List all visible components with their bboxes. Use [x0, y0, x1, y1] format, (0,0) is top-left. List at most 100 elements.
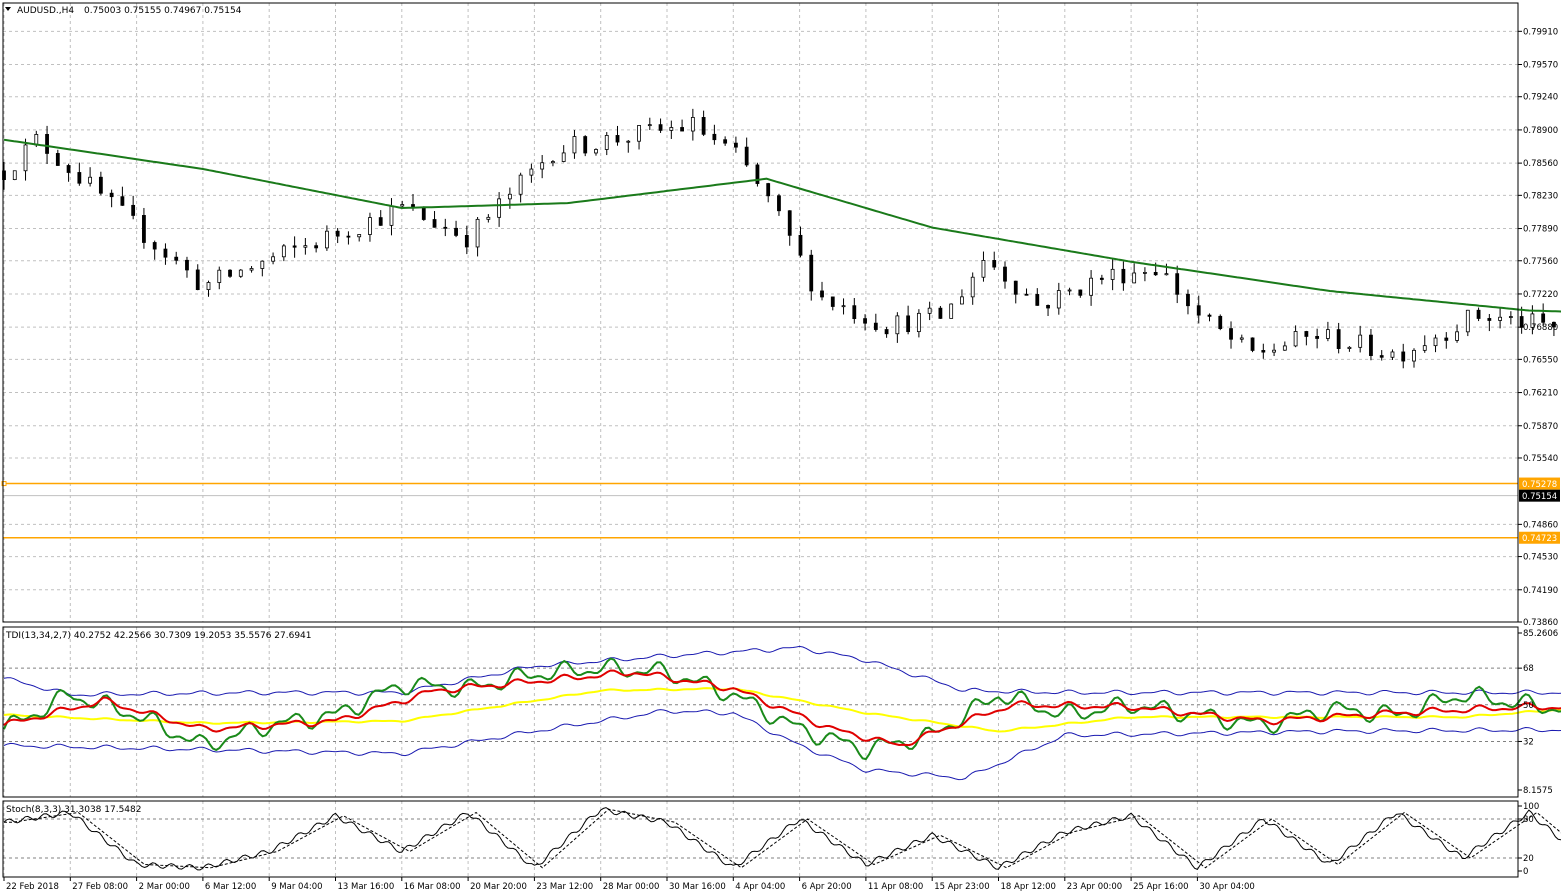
candle-body [841, 305, 846, 308]
candle-body [486, 216, 491, 220]
price-tick-label: 0.79910 [1523, 27, 1558, 37]
price-tick-label: 0.74190 [1523, 586, 1558, 596]
candle-body [615, 135, 620, 143]
candle-body [766, 183, 771, 197]
candle-body [98, 176, 103, 194]
candle-body [723, 139, 728, 144]
price-tick-label: 0.75870 [1523, 422, 1558, 432]
candle-body [454, 227, 458, 236]
time-tick-label: 2 Mar 00:00 [139, 882, 190, 892]
price-levels[interactable]: 0.75278 0.74723 0.75154 [1, 477, 1560, 545]
time-tick-label: 6 Mar 12:00 [205, 882, 256, 892]
candle-body [152, 242, 157, 250]
candle-body [1035, 294, 1040, 306]
price-tick-label: 0.77890 [1523, 225, 1558, 235]
time-tick-label: 13 Mar 16:00 [338, 882, 395, 892]
candle-body [1498, 316, 1503, 321]
candle-body [1143, 272, 1147, 274]
candle-body [142, 215, 146, 243]
candle-body [400, 204, 405, 207]
panel-frame-main [2, 2, 1519, 623]
candle-body [12, 170, 17, 180]
candle-body [529, 168, 534, 176]
candle-body [1530, 313, 1535, 328]
candle-body [1078, 289, 1083, 296]
time-tick-label: 23 Mar 12:00 [536, 882, 593, 892]
candle-body [916, 312, 921, 333]
candle-body [1099, 277, 1104, 280]
candle-body [335, 230, 340, 237]
time-tick-label: 28 Mar 00:00 [603, 882, 660, 892]
candle-body [1487, 318, 1492, 321]
candle-body [1089, 277, 1093, 296]
stoch-main-line [3, 807, 1561, 871]
time-tick-label: 6 Apr 20:00 [802, 882, 852, 892]
candle-body [1433, 337, 1438, 347]
candle-body [992, 260, 997, 268]
axes: 0.79910 0.79570 0.79240 0.78900 0.78560 0.782… [3, 27, 1558, 892]
candle-body [217, 269, 222, 283]
candle-body [195, 269, 200, 291]
time-tick-label: 22 Feb 2018 [6, 882, 59, 892]
candle-body [777, 195, 781, 212]
tdi-upper-band [3, 645, 1561, 697]
panel-frames [2, 2, 1519, 878]
candle-body [873, 322, 878, 330]
candle-body [734, 142, 738, 148]
candle-body [378, 217, 383, 226]
candle-body [1207, 314, 1212, 317]
tdi-tick-label: 50 [1523, 701, 1534, 711]
candle-body [626, 140, 631, 143]
candle-body [1347, 346, 1352, 349]
triangle-down-icon[interactable] [5, 7, 11, 11]
candle-body [1369, 334, 1373, 356]
stoch-tick-label: 0 [1523, 867, 1528, 877]
candle-body [206, 282, 211, 291]
candle-body [1239, 337, 1244, 340]
candle-body [507, 193, 512, 200]
candle-body [1412, 349, 1416, 362]
candle-body [949, 303, 954, 319]
candle-body [561, 152, 566, 162]
time-tick-label: 16 Mar 08:00 [404, 882, 461, 892]
price-tick-label: 0.79570 [1523, 61, 1558, 71]
candle-body [1379, 355, 1384, 358]
candle-body [1164, 273, 1169, 276]
candle-body [1013, 280, 1018, 295]
candle-body [960, 296, 964, 305]
candle-body [303, 245, 308, 248]
candle-body [421, 206, 426, 220]
candle-body [1455, 331, 1459, 341]
candle-body [249, 268, 254, 271]
candle-body [1229, 328, 1233, 340]
candle-body [970, 276, 975, 298]
candle-body [1132, 272, 1137, 284]
candle-body [55, 153, 60, 166]
level-price-tag [1519, 477, 1560, 490]
price-tick-label: 0.73860 [1523, 618, 1558, 628]
panel-frame-tdi [2, 626, 1519, 798]
candle-body [1003, 266, 1007, 282]
candle-body [669, 127, 674, 131]
candle-body [1465, 309, 1470, 333]
candle-body [1196, 305, 1201, 316]
candle-body [1508, 316, 1513, 318]
panel-frame-st [2, 800, 1519, 878]
level-price-label: 0.74723 [1522, 534, 1557, 544]
candle-body [389, 205, 394, 226]
stoch-tick-label: 80 [1523, 815, 1534, 825]
candle-body [1401, 351, 1406, 362]
candle-body [357, 234, 362, 238]
candle-body [701, 117, 706, 135]
candle-body [1541, 313, 1546, 323]
candle-body [325, 230, 329, 249]
candle-body [346, 235, 351, 238]
candle-body [755, 164, 760, 184]
candle-body [927, 307, 932, 314]
candle-body [1046, 304, 1050, 309]
price-tick-label: 0.78230 [1523, 191, 1558, 201]
candle-body [475, 218, 480, 248]
candle-body [820, 290, 824, 298]
